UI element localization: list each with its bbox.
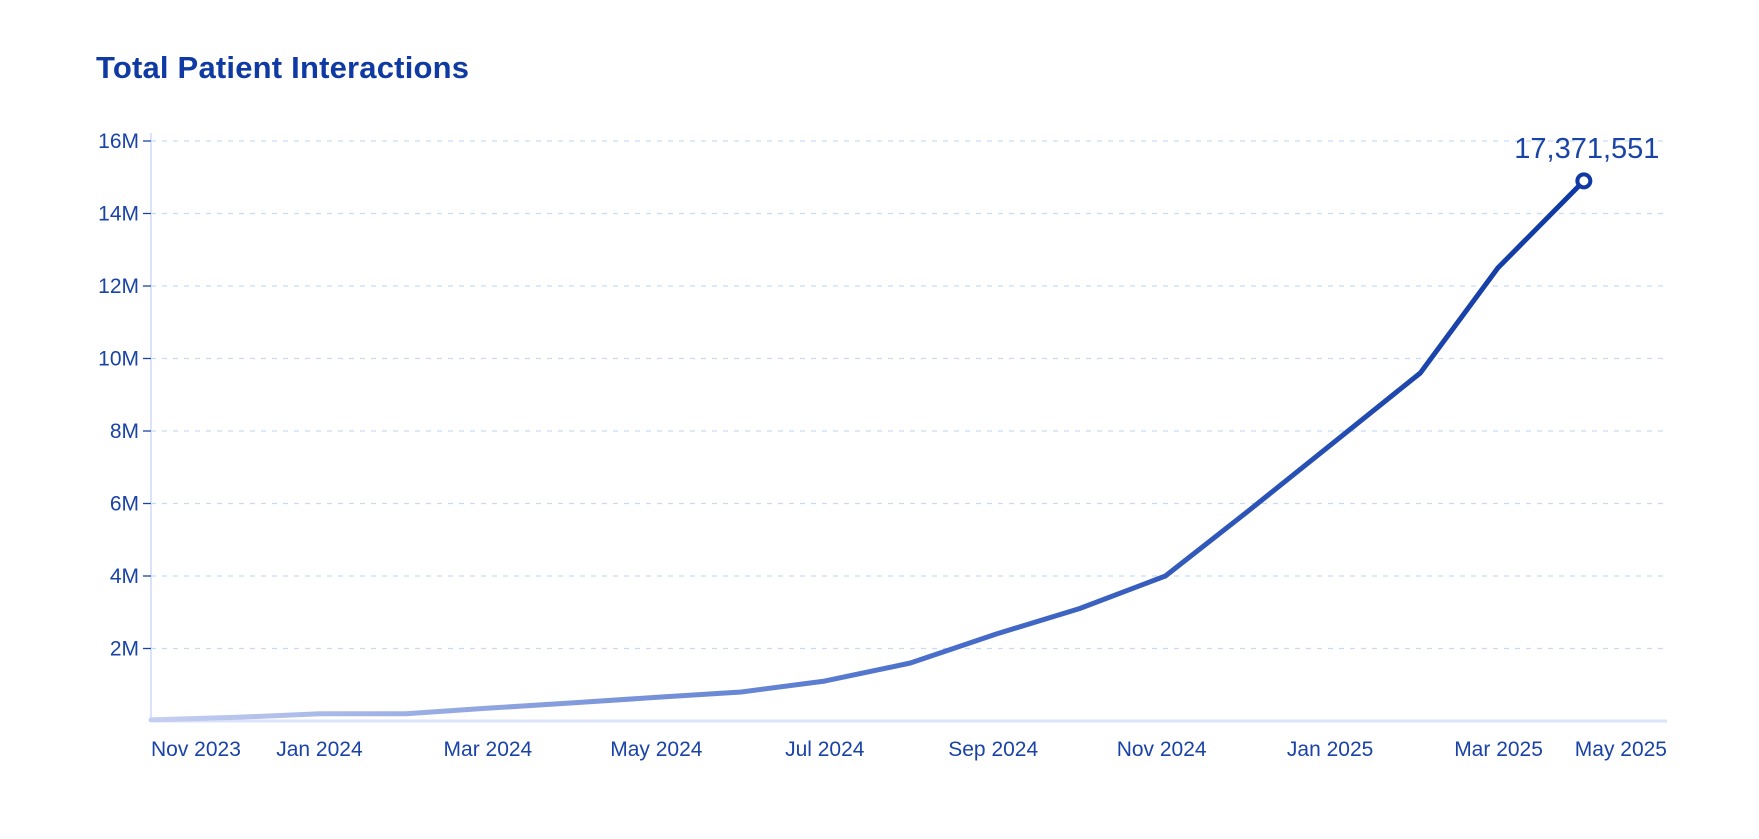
data-point: [1331, 439, 1337, 445]
y-tick-label: 2M: [110, 638, 139, 661]
y-tick-label: 8M: [110, 420, 139, 443]
data-point: [738, 689, 744, 695]
end-value-label: 17,371,551: [1514, 133, 1659, 165]
data-point: [483, 705, 489, 711]
x-tick-label: Mar 2025: [1454, 738, 1543, 761]
data-point: [993, 631, 999, 637]
y-tick-label: 12M: [98, 275, 139, 298]
x-tick-label: May 2025: [1575, 738, 1667, 761]
data-point: [907, 660, 913, 666]
chart-title: Total Patient Interactions: [96, 50, 470, 85]
data-point: [1076, 606, 1082, 612]
data-point: [1417, 370, 1423, 376]
data-point: [652, 694, 658, 700]
y-tick-label: 6M: [110, 493, 139, 516]
y-tick-label: 16M: [98, 130, 139, 153]
x-tick-label: Jul 2024: [785, 738, 865, 761]
data-point: [821, 678, 827, 684]
data-point: [148, 717, 154, 723]
y-tick-label: 4M: [110, 565, 139, 588]
x-tick-label: Jan 2024: [276, 738, 363, 761]
data-point: [569, 700, 575, 706]
end-point-marker: [1575, 172, 1593, 190]
y-tick-label: 10M: [98, 348, 139, 371]
data-point: [1246, 508, 1252, 514]
x-tick-label: May 2024: [610, 738, 703, 761]
series-line: [148, 178, 1587, 723]
data-point: [403, 711, 409, 717]
data-point: [1162, 573, 1168, 579]
x-tick-label: Sep 2024: [948, 738, 1038, 761]
data-point: [1495, 265, 1501, 271]
x-tick-label: Nov 2024: [1117, 738, 1207, 761]
x-tick-label: Jan 2025: [1287, 738, 1373, 761]
data-point: [231, 714, 237, 720]
x-tick-label: Nov 2023: [151, 738, 241, 761]
x-tick-label: Mar 2024: [444, 738, 533, 761]
y-tick-label: 14M: [98, 203, 139, 226]
data-point: [317, 711, 323, 717]
